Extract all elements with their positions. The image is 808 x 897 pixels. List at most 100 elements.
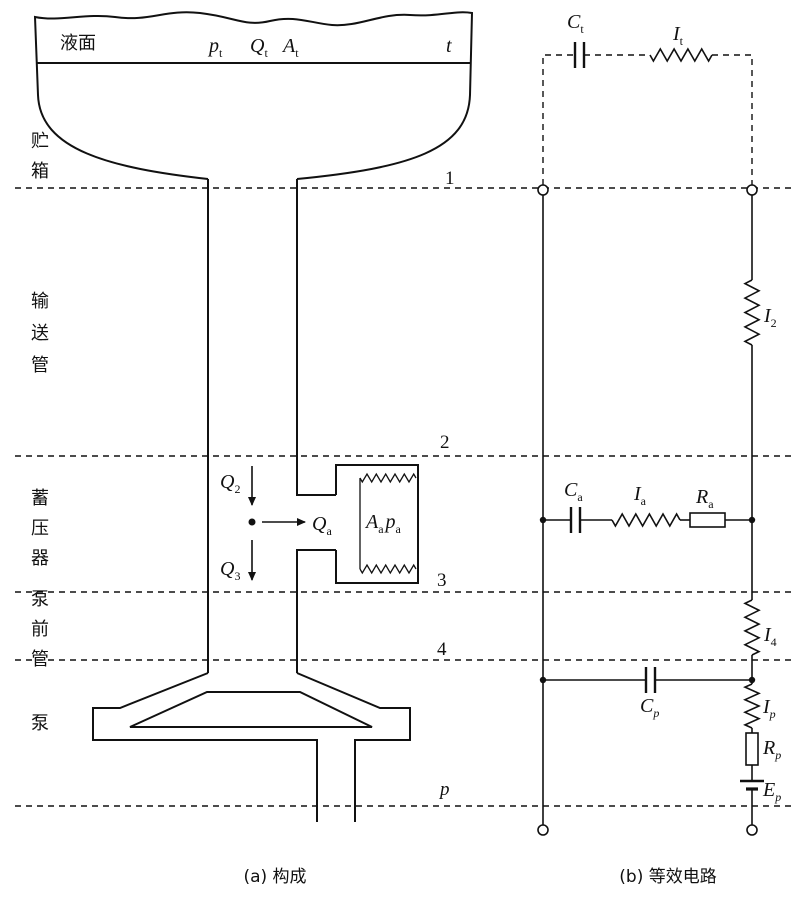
label-ca: Ca [564, 479, 583, 504]
inductor-ip [743, 683, 761, 729]
label-aa-main: A [364, 511, 379, 533]
resistor-ra [689, 512, 726, 528]
label-ia-sub: a [641, 494, 647, 508]
label-qt-sub: t [264, 46, 268, 60]
tank-branch-wire-left [542, 54, 575, 185]
pipe-right-wall-upper [296, 179, 336, 496]
station-label-1: 1 [445, 168, 455, 189]
label-q3-main: Q [220, 558, 235, 580]
label-q2: Q2 [220, 471, 240, 496]
label-i4-main: I [763, 624, 772, 646]
station-label-2: 2 [440, 432, 450, 453]
station-label-4: 4 [437, 639, 447, 660]
label-ep-main: E [762, 779, 775, 801]
bellows-bottom-zigzag [359, 563, 417, 575]
panel-b-labels: Ct It I2 Ca Ia Ra I4 Cp Ip Rp Ep (b) 等效电… [564, 11, 781, 887]
label-q2-sub: 2 [234, 482, 240, 496]
label-ep-sub: p [774, 790, 781, 804]
accumulator-housing [335, 464, 419, 584]
terminal-1-left [537, 184, 549, 196]
label-pt-sub: t [219, 46, 223, 60]
terminal-p-left [537, 824, 549, 836]
pipe-right-wall-lower [296, 549, 336, 673]
caption-a: (a) 构成 [243, 867, 306, 887]
label-pt-main: p [207, 35, 219, 57]
label-pa-sub: a [396, 522, 402, 536]
pump-casing-right [296, 672, 411, 822]
station-lines [15, 187, 795, 807]
caption-b: (b) 等效电路 [619, 867, 716, 887]
terminal-p-right [746, 824, 758, 836]
label-ip: Ip [762, 696, 776, 721]
bellows-top-zigzag [359, 472, 417, 484]
label-ra: Ra [695, 486, 714, 511]
label-ia-main: I [633, 483, 642, 505]
label-it-main: I [672, 23, 681, 45]
label-q3: Q3 [220, 558, 240, 583]
panel-a-structure [33, 11, 474, 822]
station-label-3: 3 [437, 570, 447, 591]
section-label-pump: 泵 [28, 713, 49, 743]
label-rp-sub: p [774, 748, 781, 762]
tank-outline [33, 11, 474, 180]
label-i4: I4 [763, 624, 777, 649]
label-ct-main: C [567, 11, 581, 33]
label-q2-main: Q [220, 471, 235, 493]
terminal-1-right [746, 184, 758, 196]
section-label-pre-pump-pipe: 泵前管 [28, 589, 49, 679]
label-at-sub: t [295, 46, 299, 60]
pump-casing-left [92, 672, 318, 822]
station-label-p: p [438, 779, 450, 800]
node-accumulator-right [748, 516, 756, 524]
label-i2-main: I [763, 305, 772, 327]
section-label-feed-pipe: 输送管 [28, 291, 49, 387]
resistor-rp [745, 732, 759, 766]
label-qt: Qt [250, 35, 268, 60]
label-ca-sub: a [577, 490, 583, 504]
inductor-i4 [743, 599, 761, 656]
label-ip-sub: p [769, 707, 776, 721]
label-ra-sub: a [708, 497, 714, 511]
label-at: At [281, 35, 299, 60]
label-qa: Qa [312, 513, 332, 538]
label-pa-main: p [384, 511, 396, 533]
label-i2-sub: 2 [771, 316, 777, 330]
tank-branch-wire-right [712, 54, 753, 185]
label-it: It [672, 23, 684, 48]
inductor-i2 [743, 279, 761, 346]
junction-dot [248, 518, 256, 526]
label-accumulator-params: Aa pa [364, 511, 402, 536]
section-label-tank: 贮箱 [28, 131, 49, 191]
label-ia: Ia [633, 483, 647, 508]
label-i4-sub: 4 [771, 635, 777, 649]
label-rp-main: R [762, 737, 775, 759]
label-at-main: A [281, 35, 296, 57]
label-qa-main: Q [312, 513, 327, 535]
label-cp-main: C [640, 695, 654, 717]
label-ca-main: C [564, 479, 578, 501]
label-pt: pt [207, 35, 223, 60]
inductor-it [649, 47, 713, 63]
label-i2: I2 [763, 305, 777, 330]
label-ip-main: I [762, 696, 771, 718]
inductor-ia [611, 512, 681, 528]
label-cp: Cp [640, 695, 659, 720]
label-qa-sub: a [326, 524, 332, 538]
label-t: t [446, 35, 452, 57]
label-ra-main: R [695, 486, 708, 508]
label-qt-main: Q [250, 35, 265, 57]
panel-b-circuit [537, 42, 764, 836]
label-cp-sub: p [652, 706, 659, 720]
label-ct: Ct [567, 11, 584, 36]
panel-a-labels: 液面 pt Qt At t 1 2 3 4 p Q2 Qa Q3 Aa pa (a… [60, 33, 455, 887]
node-pump-right [748, 676, 756, 684]
label-ct-sub: t [580, 22, 584, 36]
label-q3-sub: 3 [234, 569, 240, 583]
surface-label: 液面 [60, 33, 96, 54]
label-rp: Rp [762, 737, 781, 762]
label-it-sub: t [680, 34, 684, 48]
label-aa-sub: a [378, 522, 384, 536]
pump-impeller [129, 691, 373, 728]
